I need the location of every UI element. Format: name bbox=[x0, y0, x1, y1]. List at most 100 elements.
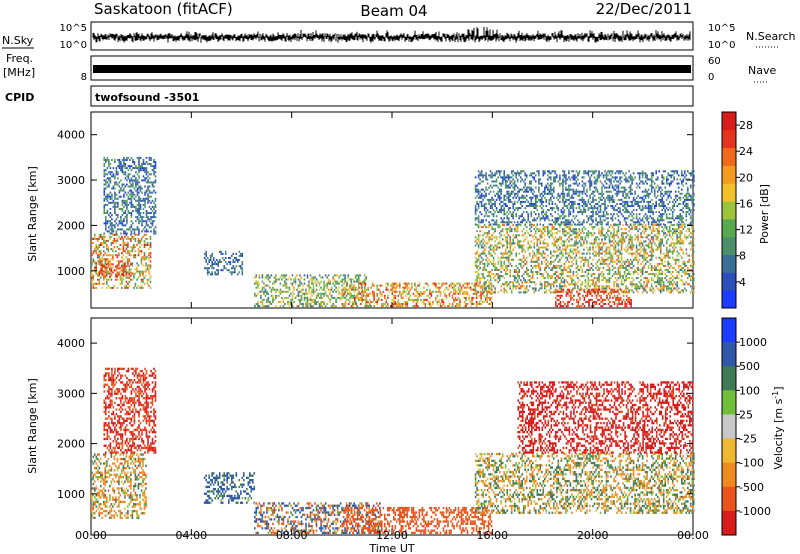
data-cell bbox=[306, 276, 309, 279]
data-cell bbox=[656, 281, 659, 284]
data-cell bbox=[667, 256, 669, 259]
data-cell bbox=[122, 271, 125, 274]
data-cell bbox=[396, 305, 398, 308]
data-cell bbox=[650, 252, 653, 255]
data-cell bbox=[105, 226, 107, 229]
data-cell bbox=[121, 280, 123, 283]
data-cell bbox=[109, 173, 112, 176]
data-cell bbox=[580, 275, 582, 278]
data-cell bbox=[598, 252, 600, 255]
data-cell bbox=[111, 224, 113, 227]
data-cell bbox=[617, 285, 620, 288]
data-cell bbox=[490, 286, 493, 289]
data-cell bbox=[148, 191, 151, 194]
data-cell bbox=[506, 252, 508, 255]
data-cell bbox=[329, 290, 331, 293]
data-cell bbox=[518, 275, 520, 278]
data-cell bbox=[299, 298, 301, 301]
data-cell bbox=[693, 285, 695, 288]
data-cell bbox=[568, 226, 570, 229]
data-cell bbox=[123, 173, 125, 176]
data-cell bbox=[491, 244, 493, 247]
data-cell bbox=[363, 286, 366, 289]
data-cell bbox=[601, 256, 603, 259]
data-cell bbox=[563, 262, 566, 265]
data-cell bbox=[661, 287, 663, 290]
data-cell bbox=[231, 273, 233, 276]
data-cell bbox=[141, 222, 143, 225]
data-cell bbox=[356, 280, 358, 283]
data-cell bbox=[393, 282, 395, 285]
data-cell bbox=[500, 230, 502, 233]
data-cell bbox=[218, 261, 221, 263]
data-cell bbox=[485, 242, 487, 245]
data-cell bbox=[604, 277, 606, 280]
data-cell bbox=[308, 282, 310, 285]
data-cell bbox=[629, 240, 632, 243]
data-cell bbox=[290, 292, 292, 295]
data-cell bbox=[95, 244, 98, 246]
data-cell bbox=[506, 291, 508, 294]
data-cell bbox=[516, 285, 519, 288]
data-cell bbox=[108, 163, 110, 165]
data-cell bbox=[539, 269, 542, 271]
data-cell bbox=[140, 280, 143, 283]
data-cell bbox=[460, 288, 463, 291]
data-cell bbox=[650, 277, 653, 280]
data-cell bbox=[303, 292, 306, 295]
data-cell bbox=[115, 239, 117, 242]
data-cell bbox=[120, 222, 122, 225]
data-cell bbox=[215, 269, 218, 272]
data-cell bbox=[580, 264, 582, 267]
data-cell bbox=[387, 284, 389, 287]
data-cell bbox=[139, 242, 141, 244]
data-cell bbox=[607, 285, 609, 288]
data-cell bbox=[354, 280, 357, 283]
data-cell bbox=[623, 260, 626, 263]
data-cell bbox=[106, 267, 108, 270]
data-cell bbox=[342, 278, 345, 281]
data-cell bbox=[130, 191, 133, 194]
data-cell bbox=[521, 234, 523, 237]
data-cell bbox=[336, 288, 339, 291]
data-cell bbox=[690, 279, 692, 282]
data-cell bbox=[598, 246, 600, 249]
data-cell bbox=[101, 270, 104, 273]
data-cell bbox=[643, 264, 645, 267]
data-cell bbox=[535, 289, 537, 292]
data-cell bbox=[566, 232, 569, 235]
data-cell bbox=[393, 303, 395, 305]
data-cell bbox=[605, 250, 608, 253]
data-cell bbox=[631, 277, 633, 280]
data-cell bbox=[506, 258, 508, 261]
data-cell bbox=[617, 242, 620, 245]
data-cell bbox=[423, 301, 425, 303]
data-cell bbox=[138, 185, 140, 188]
data-cell bbox=[580, 283, 582, 286]
data-cell bbox=[635, 285, 638, 288]
data-cell bbox=[667, 264, 669, 267]
data-cell bbox=[137, 248, 140, 251]
data-cell bbox=[598, 242, 600, 245]
data-cell bbox=[339, 274, 342, 277]
data-cell bbox=[457, 303, 460, 305]
data-cell bbox=[617, 256, 620, 259]
data-cell bbox=[146, 278, 149, 281]
data-cell bbox=[293, 292, 295, 295]
data-cell bbox=[98, 256, 101, 259]
data-cell bbox=[373, 298, 375, 301]
data-cell bbox=[145, 210, 148, 212]
data-cell bbox=[147, 185, 149, 188]
data-cell bbox=[468, 296, 470, 299]
data-cell bbox=[112, 258, 114, 261]
data-cell bbox=[578, 240, 581, 243]
data-cell bbox=[299, 303, 301, 305]
data-cell bbox=[309, 305, 312, 308]
data-cell bbox=[91, 262, 93, 265]
data-cell bbox=[541, 252, 543, 255]
data-cell bbox=[333, 274, 336, 277]
data-cell bbox=[471, 301, 473, 303]
data-cell bbox=[297, 298, 300, 301]
data-cell bbox=[556, 289, 558, 292]
data-cell bbox=[362, 282, 364, 285]
